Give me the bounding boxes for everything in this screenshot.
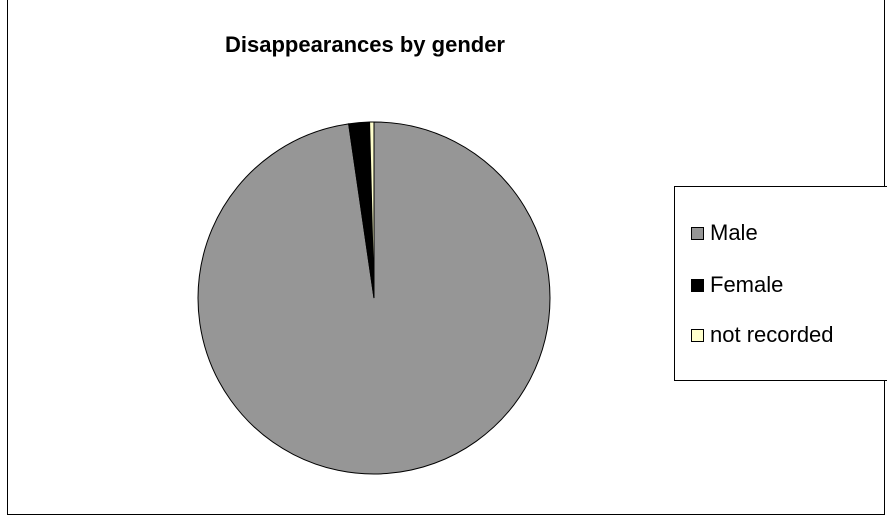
legend-item-female: Female (691, 271, 783, 299)
legend-label-female: Female (710, 272, 784, 297)
legend-swatch-male (691, 226, 704, 240)
legend-label-not-recorded: not recorded (710, 322, 834, 347)
legend-item-male: Male (691, 219, 758, 247)
pie-slice-not-recorded (369, 121, 375, 299)
legend: Male Female not recorded (674, 186, 887, 381)
legend-swatch-not-recorded (691, 328, 704, 342)
legend-swatch-female (691, 278, 704, 292)
chart-title: Disappearances by gender (224, 32, 505, 57)
legend-item-not-recorded: not recorded (691, 321, 834, 349)
legend-label-male: Male (710, 220, 758, 245)
